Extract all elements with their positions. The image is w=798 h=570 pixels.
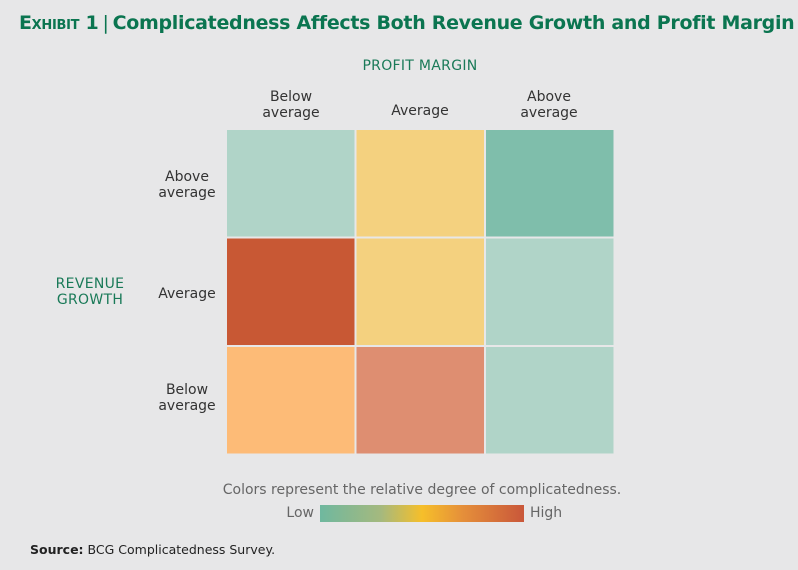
x-tick-line1: Above [527, 89, 571, 105]
source-text: BCG Complicatedness Survey. [87, 542, 276, 557]
y-axis-title: REVENUE GROWTH [40, 276, 140, 308]
heatmap-cell [227, 347, 355, 454]
heatmap-cell [486, 347, 614, 454]
legend-high-label: High [530, 505, 563, 521]
y-tick-line1: Average [158, 286, 216, 302]
y-tick-line1: Above [165, 169, 209, 185]
chart-title: Exhibit 1 | Complicatedness Affects Both R… [19, 12, 795, 34]
x-tick-below-average: Below average [241, 89, 341, 121]
x-tick-line1: Below [269, 89, 313, 105]
title-text: Complicatedness Affects Both Revenue Gro… [112, 12, 795, 34]
y-axis-title-line2: GROWTH [56, 292, 124, 308]
y-axis-title-line1: REVENUE [55, 276, 125, 292]
source-note: Source: BCG Complicatedness Survey. [30, 542, 275, 557]
legend-low-label: Low [286, 505, 314, 521]
exhibit-label: Exhibit 1 [19, 12, 99, 34]
heatmap-cell [227, 238, 355, 345]
y-tick-below-average: Below average [140, 382, 234, 414]
x-axis-title: PROFIT MARGIN [362, 58, 478, 74]
legend-caption: Colors represent the relative degree of … [222, 482, 622, 498]
heatmap-cell [356, 238, 484, 345]
title-separator: | [102, 12, 109, 34]
x-tick-line1: Average [391, 103, 449, 119]
x-tick-average: Average [370, 103, 470, 119]
y-tick-line2: average [158, 185, 216, 201]
source-label: Source: [30, 542, 84, 557]
heatmap-cell [356, 347, 484, 454]
x-tick-line2: average [262, 105, 320, 121]
x-tick-above-average: Above average [499, 89, 599, 121]
legend-color-scale [320, 505, 524, 522]
heatmap-cell [227, 130, 355, 237]
heatmap-cell [486, 238, 614, 345]
heatmap-cell [486, 130, 614, 237]
x-tick-line2: average [520, 105, 578, 121]
y-tick-line1: Below [165, 382, 209, 398]
y-tick-above-average: Above average [140, 169, 234, 201]
y-tick-average: Average [140, 286, 234, 302]
y-tick-line2: average [158, 398, 216, 414]
heatmap-cell [356, 130, 484, 237]
